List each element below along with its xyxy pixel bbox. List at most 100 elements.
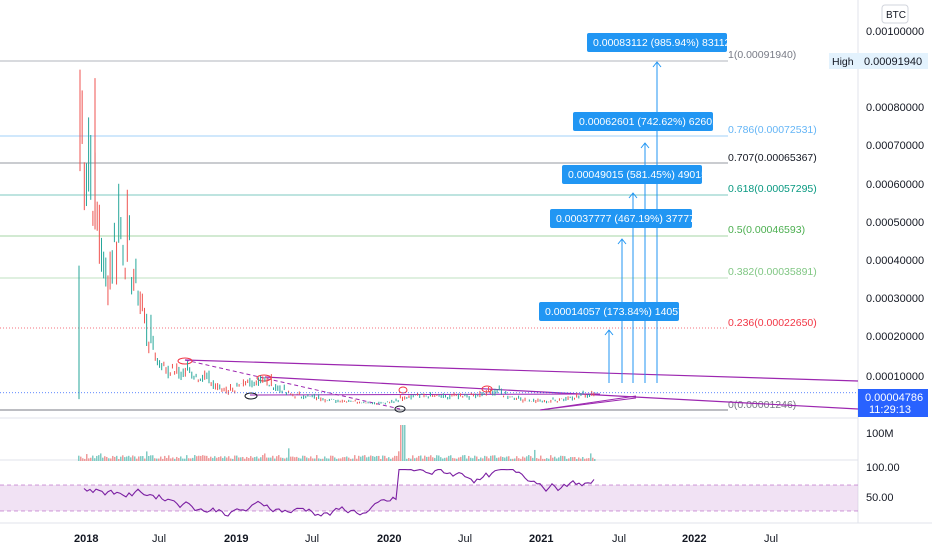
- high-label: High: [832, 56, 854, 68]
- volume-bar: [192, 457, 194, 461]
- price-label-8: 0.00020000: [866, 331, 924, 343]
- volume-bar: [498, 457, 500, 461]
- volume-bar: [310, 456, 312, 461]
- price-label-6: 0.00040000: [866, 255, 924, 267]
- volume-bar: [328, 458, 330, 461]
- volume-bar: [514, 458, 516, 461]
- volume-bar: [462, 455, 464, 461]
- last-price-label: 0.00004786: [865, 392, 923, 404]
- volume-bar: [258, 458, 260, 461]
- high-value: 0.00091940: [864, 56, 922, 68]
- time-label-jul20: Jul: [458, 533, 472, 545]
- volume-bar: [170, 458, 172, 461]
- fib-retracement[interactable]: 1(0.00091940) 0.786(0.00072531) 0.707(0.…: [0, 49, 817, 411]
- volume-bar: [294, 457, 296, 461]
- volume-bar: [308, 458, 310, 461]
- volume-bar: [316, 455, 318, 461]
- volume-bar: [220, 456, 222, 461]
- volume-bar: [548, 458, 550, 461]
- volume-bar: [286, 457, 288, 461]
- volume-bar: [126, 456, 128, 461]
- volume-bar: [230, 458, 232, 461]
- volume-bar: [162, 458, 164, 461]
- volume-bar: [86, 454, 88, 461]
- volume-bar: [306, 457, 308, 461]
- time-axis[interactable]: 2018 Jul 2019 Jul 2020 Jul 2021 Jul 2022…: [74, 533, 778, 545]
- price-axis[interactable]: BTC 0.00100000 0.00080000 0.00070000 0.0…: [829, 4, 928, 504]
- price-label-2: 0.00080000: [866, 102, 924, 114]
- volume-bar: [156, 458, 158, 461]
- volume-bar: [556, 458, 558, 461]
- volume-bar: [350, 458, 352, 461]
- volume-bar: [476, 456, 478, 461]
- volume-bar: [178, 458, 180, 461]
- volume-bar: [518, 458, 520, 461]
- volume-bars: [78, 425, 596, 461]
- volume-bar: [198, 455, 200, 461]
- volume-bar: [348, 457, 350, 461]
- volume-bar: [490, 455, 492, 461]
- volume-bar: [190, 458, 192, 461]
- volume-bar: [196, 456, 198, 461]
- price-label-1: 0.00100000: [866, 26, 924, 38]
- fib-label-0786: 0.786(0.00072531): [728, 124, 817, 136]
- volume-bar: [356, 458, 358, 461]
- rsi-indicator[interactable]: [0, 469, 858, 517]
- volume-bar: [172, 457, 174, 461]
- volume-bar: [264, 453, 266, 461]
- fib-label-0618: 0.618(0.00057295): [728, 183, 817, 195]
- volume-bar: [408, 457, 410, 461]
- volume-bar: [280, 457, 282, 461]
- volume-bar: [390, 458, 392, 461]
- volume-bar: [366, 457, 368, 461]
- volume-bar: [552, 457, 554, 461]
- volume-bar: [568, 458, 570, 461]
- volume-bar: [510, 458, 512, 461]
- fib-label-0382: 0.382(0.00035891): [728, 266, 817, 278]
- volume-bar: [358, 455, 360, 461]
- volume-bar: [160, 456, 162, 461]
- price-series[interactable]: [0, 69, 858, 405]
- trendlines[interactable]: [177, 357, 859, 413]
- volume-bar: [440, 457, 442, 461]
- volume-bar: [270, 457, 272, 461]
- volume-bar: [360, 456, 362, 461]
- volume-bar: [482, 458, 484, 461]
- volume-bar: [214, 456, 216, 461]
- fib-label-0707: 0.707(0.00065367): [728, 152, 817, 164]
- currency-badge[interactable]: BTC: [886, 10, 906, 21]
- volume-bar: [560, 455, 562, 461]
- price-label-5: 0.00050000: [866, 217, 924, 229]
- volume-bar: [488, 458, 490, 461]
- volume-bar: [180, 456, 182, 461]
- volume-bar: [392, 457, 394, 461]
- volume-bar: [302, 455, 304, 461]
- volume-bar: [524, 457, 526, 461]
- volume-bar: [114, 456, 116, 461]
- volume-bar: [420, 455, 422, 461]
- volume-bar: [536, 458, 538, 461]
- volume-bar: [326, 458, 328, 461]
- volume-bar: [592, 457, 594, 461]
- volume-bar: [138, 456, 140, 461]
- volume-bar: [140, 456, 142, 461]
- volume-bar: [404, 425, 406, 461]
- volume-bar: [410, 458, 412, 461]
- time-label-jul18: Jul: [152, 533, 166, 545]
- volume-bar: [446, 457, 448, 461]
- volume-bar: [218, 457, 220, 461]
- volume-bar: [288, 448, 290, 461]
- volume-bar: [124, 457, 126, 461]
- time-label-2021: 2021: [529, 533, 553, 545]
- target-tags[interactable]: 0.00083112 (985.94%) 83112 0.00062601 (7…: [539, 33, 731, 321]
- volume-bar: [278, 455, 280, 461]
- volume-bar: [152, 455, 154, 461]
- volume-bar: [104, 456, 106, 461]
- volume-bar: [158, 458, 160, 461]
- volume-bar: [134, 456, 136, 461]
- volume-bar: [542, 458, 544, 461]
- volume-bar: [244, 458, 246, 461]
- volume-bar: [424, 455, 426, 461]
- volume-bar: [442, 458, 444, 461]
